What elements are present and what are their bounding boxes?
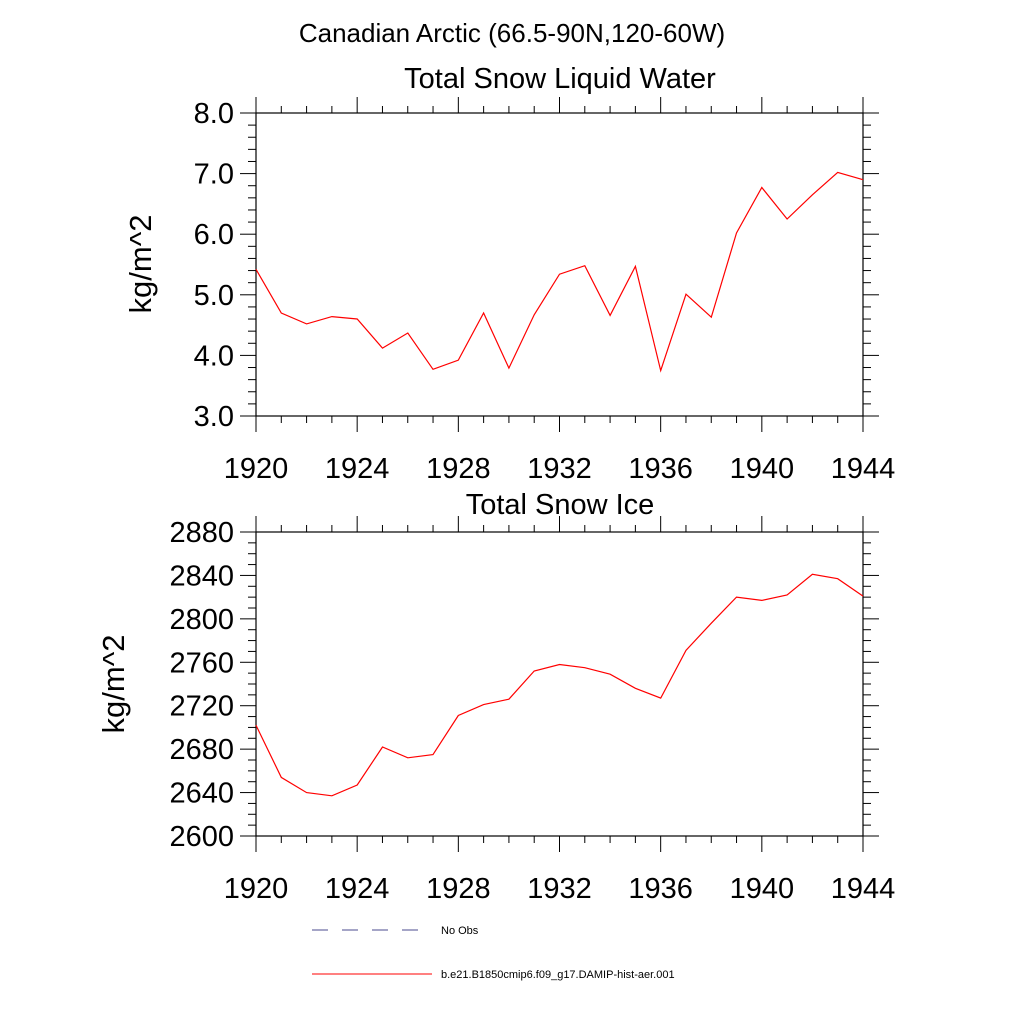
y-tick-label: 4.0 — [194, 340, 234, 372]
x-tick-label: 1932 — [527, 873, 592, 905]
y-tick-label: 2640 — [169, 778, 234, 810]
y-tick-label: 2800 — [169, 604, 234, 636]
x-tick-label: 1936 — [628, 873, 693, 905]
x-tick-label: 1932 — [527, 453, 592, 485]
y-tick-label: 2600 — [169, 821, 234, 853]
y-tick-label: 2720 — [169, 691, 234, 723]
y-axis-label: kg/m^2 — [123, 215, 158, 314]
y-tick-label: 7.0 — [194, 159, 234, 191]
x-tick-label: 1940 — [730, 873, 795, 905]
panel-snow-liquid-water: Total Snow Liquid Water kg/m^2 1920 1924 1… — [123, 63, 895, 485]
x-tick-label: 1924 — [325, 873, 390, 905]
plot-frame — [255, 531, 864, 837]
x-tick-label: 1920 — [224, 453, 289, 485]
x-tick-label: 1944 — [831, 453, 896, 485]
y-tick-label: 2680 — [169, 734, 234, 766]
y-tick-label: 8.0 — [194, 98, 234, 130]
x-tick-label: 1944 — [831, 873, 896, 905]
legend: No Obs b.e21.B1850cmip6.f09_g17.DAMIP-hi… — [312, 925, 675, 981]
y-axis-label: kg/m^2 — [96, 635, 131, 734]
x-tick-label: 1928 — [426, 873, 491, 905]
series-line — [255, 573, 864, 797]
series-line — [255, 171, 864, 373]
x-tick-label: 1924 — [325, 453, 390, 485]
panel-title: Total Snow Ice — [466, 489, 655, 521]
y-tick-label: 2760 — [169, 647, 234, 679]
legend-label-model: b.e21.B1850cmip6.f09_g17.DAMIP-hist-aer.… — [441, 969, 675, 981]
plot-frame — [255, 112, 864, 417]
legend-label-no-obs: No Obs — [441, 925, 479, 937]
x-tick-label: 1928 — [426, 453, 491, 485]
y-tick-label: 6.0 — [194, 219, 234, 251]
x-tick-label: 1920 — [224, 873, 289, 905]
panel-snow-ice: Total Snow Ice kg/m^2 1920 1924 1928 1932 19… — [96, 489, 895, 905]
x-tick-label: 1940 — [730, 453, 795, 485]
panel-title: Total Snow Liquid Water — [404, 63, 716, 95]
x-tick-label: 1936 — [628, 453, 693, 485]
y-tick-label: 2840 — [169, 560, 234, 592]
figure-title: Canadian Arctic (66.5-90N,120-60W) — [299, 18, 725, 48]
y-tick-label: 3.0 — [194, 401, 234, 433]
y-tick-label: 5.0 — [194, 280, 234, 312]
y-tick-label: 2880 — [169, 517, 234, 549]
